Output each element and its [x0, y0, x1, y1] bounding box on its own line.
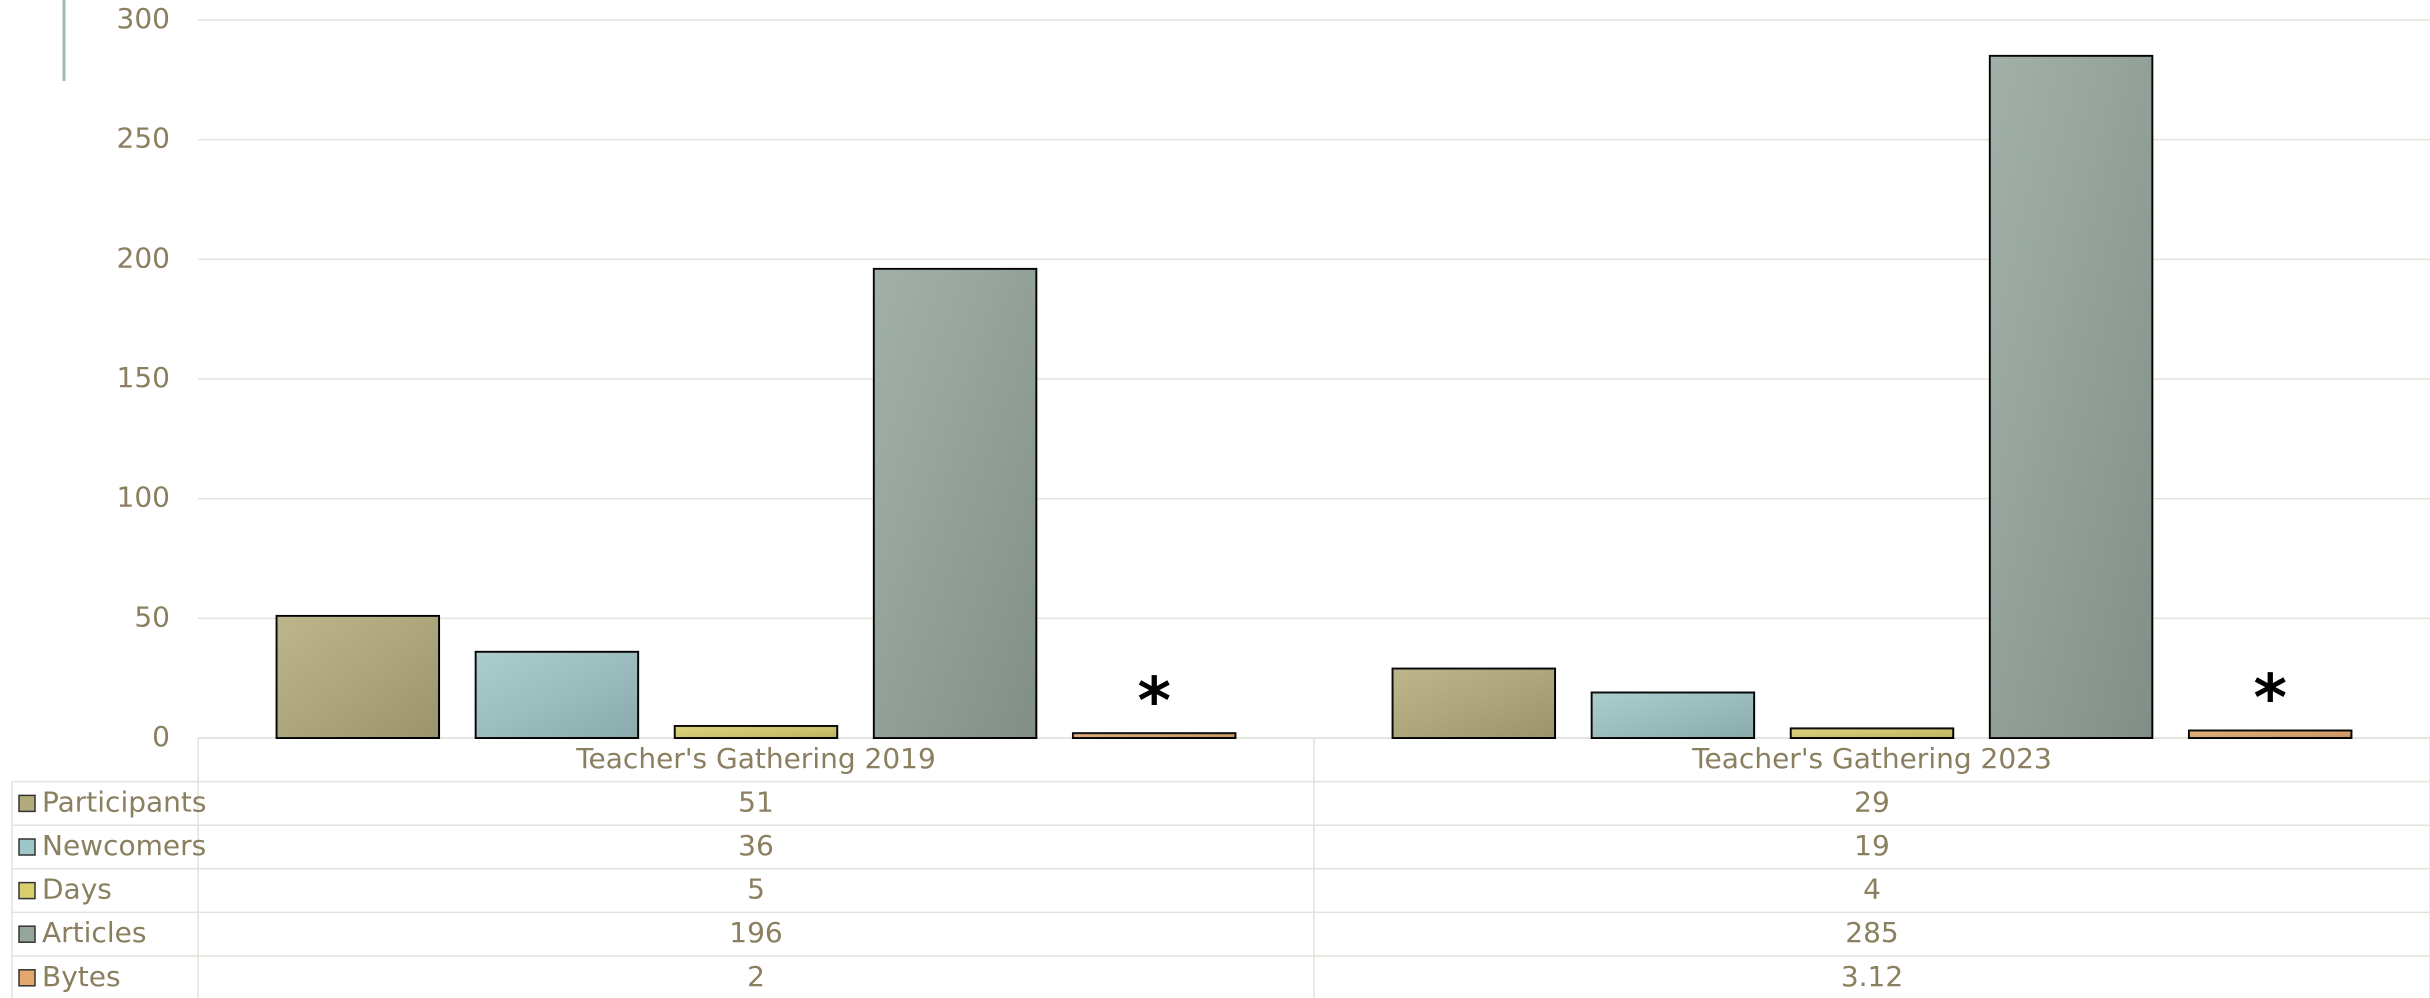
legend-label: Days	[42, 873, 112, 906]
bar	[1789, 727, 1955, 740]
y-tick-label: 300	[117, 2, 170, 35]
y-tick-label: 150	[117, 361, 170, 394]
legend-swatch	[18, 794, 36, 813]
legend-label: Bytes	[42, 960, 121, 993]
y-tick-label: 200	[117, 241, 170, 274]
legend-swatch	[18, 881, 36, 900]
bar	[474, 650, 640, 740]
table-value: 2	[747, 960, 765, 993]
y-tick-label: 100	[117, 481, 170, 514]
y-tick-label: 0	[152, 720, 170, 753]
y-tick-label: 250	[117, 122, 170, 155]
bar	[1391, 667, 1557, 739]
table-value: 4	[1863, 873, 1881, 906]
bar	[872, 267, 1038, 739]
table-value: 285	[1845, 916, 1898, 949]
annotation: *	[2253, 662, 2286, 736]
legend-label: Newcomers	[42, 829, 206, 862]
legend-swatch	[18, 838, 36, 856]
bar	[1590, 691, 1756, 740]
table-value: 5	[747, 873, 765, 906]
table-value: 3.12	[1841, 960, 1903, 993]
table-value: 19	[1854, 829, 1890, 862]
bar	[673, 725, 839, 739]
table-value: 36	[738, 829, 774, 862]
legend-label: Articles	[42, 916, 146, 949]
annotation: *	[1137, 665, 1170, 739]
legend-swatch	[18, 925, 36, 943]
y-tick-label: 50	[134, 600, 170, 633]
bar	[275, 614, 441, 739]
legend-label: Participants	[42, 785, 206, 818]
table-value: 51	[738, 785, 774, 818]
table-value: 196	[729, 916, 782, 949]
bar	[1988, 54, 2154, 739]
legend-swatch	[18, 969, 36, 987]
x-tick-label: Teacher's Gathering 2019	[575, 742, 936, 775]
table-value: 29	[1854, 785, 1890, 818]
x-tick-label: Teacher's Gathering 2023	[1691, 742, 2052, 775]
